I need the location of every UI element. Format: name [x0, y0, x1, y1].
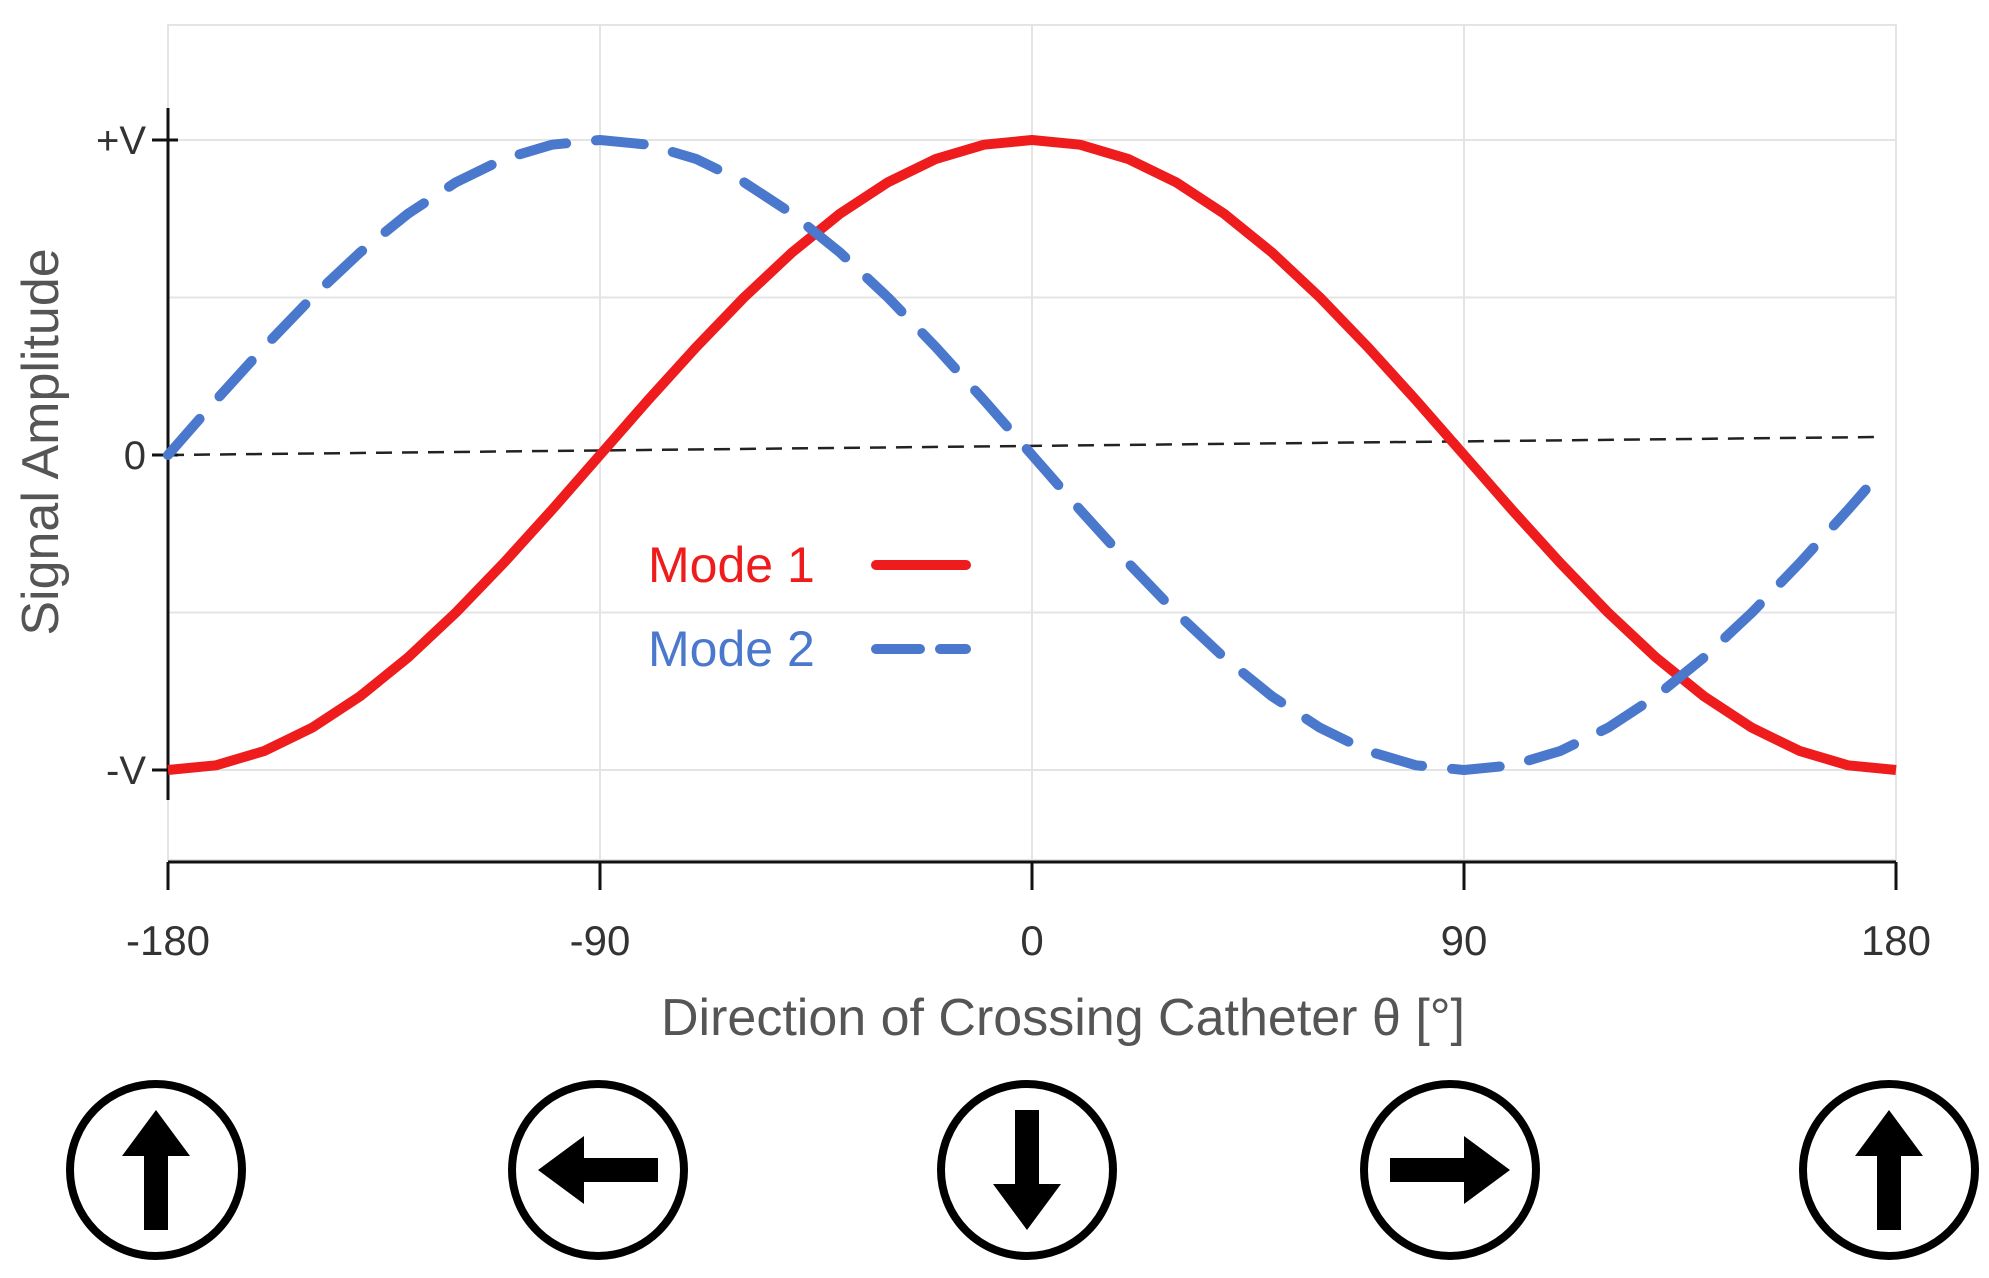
direction-icons [66, 1080, 1979, 1260]
y-tick-label: -V [106, 749, 146, 793]
x-tick-label: 90 [1441, 917, 1488, 964]
axes: -180 -90 0 90 180 +V 0 -V [96, 108, 1931, 964]
arrow-right-icon [1360, 1080, 1540, 1260]
legend-label: Mode 1 [648, 537, 815, 593]
x-tick-label: -90 [570, 917, 631, 964]
y-axis-label: Signal Amplitude [12, 248, 70, 635]
series-line-1 [167, 135, 1897, 775]
x-axis-label: Direction of Crossing Catheter θ [°] [661, 989, 1465, 1047]
arrow-up-icon [66, 1080, 246, 1260]
arrow-left-icon [508, 1080, 688, 1260]
x-tick-label: 0 [1020, 917, 1043, 964]
series-line-2 [163, 135, 1877, 775]
arrow-down-icon [937, 1080, 1117, 1260]
legend-label: Mode 2 [648, 621, 815, 677]
series-layer [163, 135, 1897, 775]
y-tick-label: +V [96, 119, 146, 163]
legend: Mode 1 Mode 2 [648, 537, 971, 677]
y-tick-label: 0 [124, 434, 146, 478]
grid [167, 24, 1897, 861]
x-tick-label: 180 [1861, 917, 1931, 964]
x-tick-label: -180 [126, 917, 210, 964]
arrow-up-icon [1799, 1080, 1979, 1260]
axis-labels: Direction of Crossing Catheter θ [°] Sig… [12, 248, 1465, 1047]
